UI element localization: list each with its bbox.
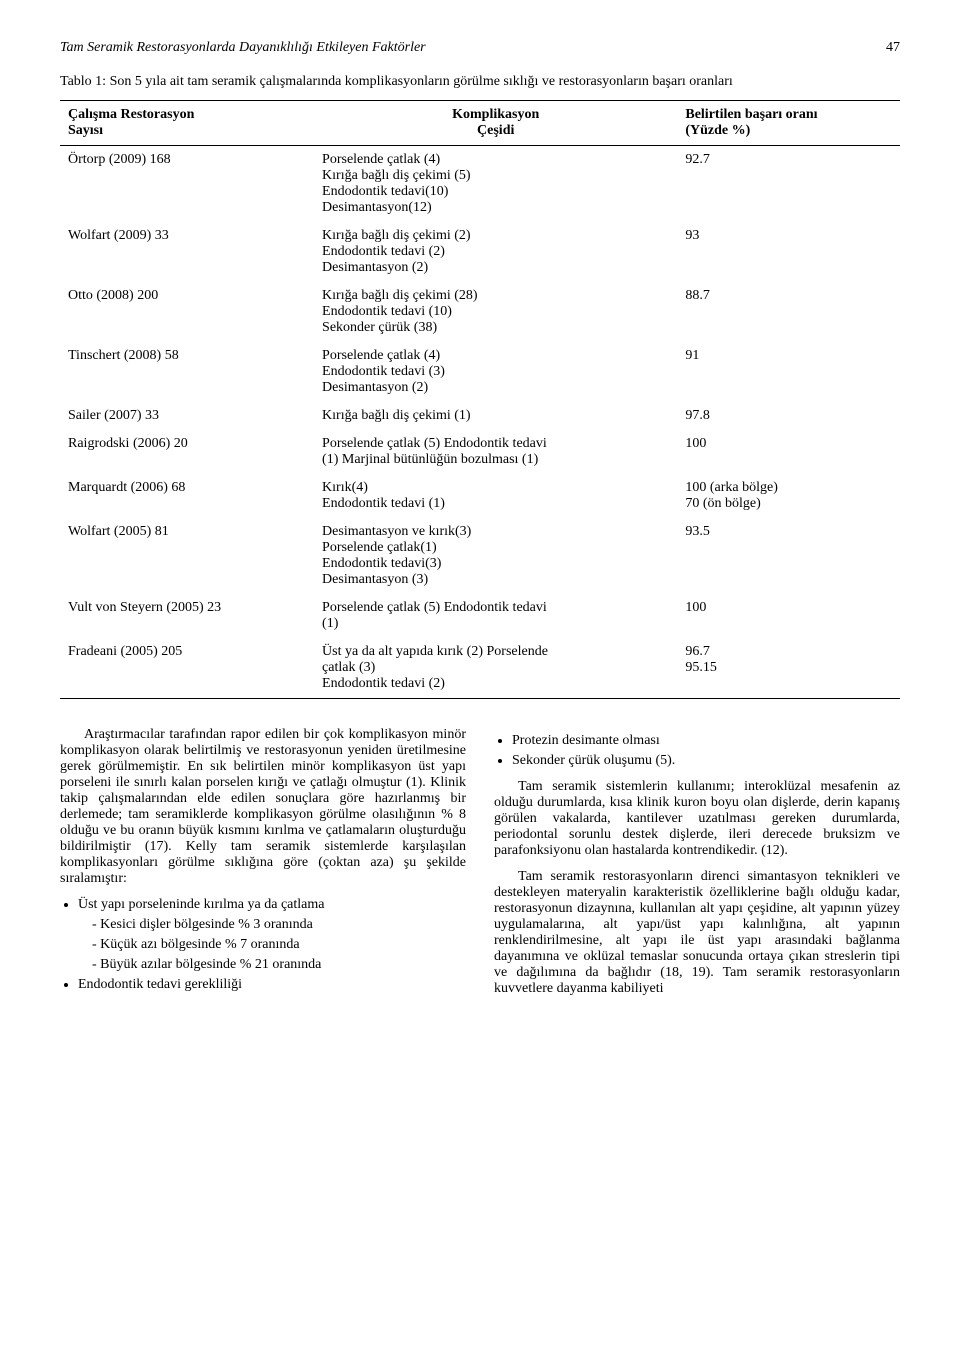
table-cell: Kırığa bağlı diş çekimi (1) [314, 402, 677, 430]
table-cell: Wolfart (2005) 81 [60, 518, 314, 594]
list-item: Küçük azı bölgesinde % 7 oranında [92, 937, 466, 953]
table-header-row: Çalışma Restorasyon Sayısı Komplikasyon … [60, 101, 900, 146]
table-cell: Porselende çatlak (4) Endodontik tedavi … [314, 342, 677, 402]
bullet-list-left: Üst yapı porseleninde kırılma ya da çatl… [78, 897, 466, 993]
table-row: Otto (2008) 200Kırığa bağlı diş çekimi (… [60, 282, 900, 342]
page-number: 47 [886, 40, 900, 56]
body-columns: Araştırmacılar tarafından rapor edilen b… [60, 727, 900, 1007]
col-header-2: Belirtilen başarı oranı (Yüzde %) [677, 101, 900, 146]
table-row: Tinschert (2008) 58Porselende çatlak (4)… [60, 342, 900, 402]
list-item: Protezin desimante olması [512, 733, 900, 749]
table-cell: Marquardt (2006) 68 [60, 474, 314, 518]
table-cell: Porselende çatlak (5) Endodontik tedavi … [314, 594, 677, 638]
list-item: Üst yapı porseleninde kırılma ya da çatl… [78, 897, 466, 973]
table-cell: 93 [677, 222, 900, 282]
table-cell: Otto (2008) 200 [60, 282, 314, 342]
table-cell: 88.7 [677, 282, 900, 342]
table-cell: Desimantasyon ve kırık(3) Porselende çat… [314, 518, 677, 594]
bullet-list-right: Protezin desimante olması Sekonder çürük… [512, 733, 900, 769]
para-1: Araştırmacılar tarafından rapor edilen b… [60, 727, 466, 887]
table-cell: Porselende çatlak (5) Endodontik tedavi … [314, 430, 677, 474]
table-cell: 96.7 95.15 [677, 638, 900, 699]
table-cell: 92.7 [677, 146, 900, 223]
table-cell: 97.8 [677, 402, 900, 430]
left-column: Araştırmacılar tarafından rapor edilen b… [60, 727, 466, 1007]
table-cell: Kırık(4) Endodontik tedavi (1) [314, 474, 677, 518]
table-cell: 100 [677, 594, 900, 638]
table-cell: 93.5 [677, 518, 900, 594]
table-cell: Raigrodski (2006) 20 [60, 430, 314, 474]
table-cell: Vult von Steyern (2005) 23 [60, 594, 314, 638]
table-cell: Tinschert (2008) 58 [60, 342, 314, 402]
running-title: Tam Seramik Restorasyonlarda Dayanıklılı… [60, 40, 426, 56]
table-cell: Kırığa bağlı diş çekimi (28) Endodontik … [314, 282, 677, 342]
table-row: Marquardt (2006) 68Kırık(4) Endodontik t… [60, 474, 900, 518]
para-3: Tam seramik restorasyonların direnci sim… [494, 869, 900, 997]
page-header: Tam Seramik Restorasyonlarda Dayanıklılı… [60, 40, 900, 56]
table-cell: Sailer (2007) 33 [60, 402, 314, 430]
bullet-text: Üst yapı porseleninde kırılma ya da çatl… [78, 897, 324, 912]
table-cell: 91 [677, 342, 900, 402]
table-cell: Üst ya da alt yapıda kırık (2) Porselend… [314, 638, 677, 699]
table-row: Fradeani (2005) 205Üst ya da alt yapıda … [60, 638, 900, 699]
table-cell: Wolfart (2009) 33 [60, 222, 314, 282]
list-item: Büyük azılar bölgesinde % 21 oranında [92, 957, 466, 973]
right-column: Protezin desimante olması Sekonder çürük… [494, 727, 900, 1007]
list-item: Kesici dişler bölgesinde % 3 oranında [92, 917, 466, 933]
table-caption: Tablo 1: Son 5 yıla ait tam seramik çalı… [60, 74, 900, 90]
table-cell: Örtorp (2009) 168 [60, 146, 314, 223]
table-cell: Fradeani (2005) 205 [60, 638, 314, 699]
list-item: Endodontik tedavi gerekliliği [78, 977, 466, 993]
para-2: Tam seramik sistemlerin kullanımı; inter… [494, 779, 900, 859]
data-table: Çalışma Restorasyon Sayısı Komplikasyon … [60, 100, 900, 699]
col-header-1: Komplikasyon Çeşidi [314, 101, 677, 146]
table-row: Sailer (2007) 33Kırığa bağlı diş çekimi … [60, 402, 900, 430]
list-item: Sekonder çürük oluşumu (5). [512, 753, 900, 769]
col-header-0: Çalışma Restorasyon Sayısı [60, 101, 314, 146]
sub-list: Kesici dişler bölgesinde % 3 oranında Kü… [92, 917, 466, 973]
table-cell: Kırığa bağlı diş çekimi (2) Endodontik t… [314, 222, 677, 282]
table-row: Vult von Steyern (2005) 23Porselende çat… [60, 594, 900, 638]
table-row: Wolfart (2009) 33Kırığa bağlı diş çekimi… [60, 222, 900, 282]
table-row: Raigrodski (2006) 20Porselende çatlak (5… [60, 430, 900, 474]
table-cell: 100 [677, 430, 900, 474]
table-row: Örtorp (2009) 168Porselende çatlak (4) K… [60, 146, 900, 223]
table-cell: 100 (arka bölge) 70 (ön bölge) [677, 474, 900, 518]
table-cell: Porselende çatlak (4) Kırığa bağlı diş ç… [314, 146, 677, 223]
table-row: Wolfart (2005) 81Desimantasyon ve kırık(… [60, 518, 900, 594]
